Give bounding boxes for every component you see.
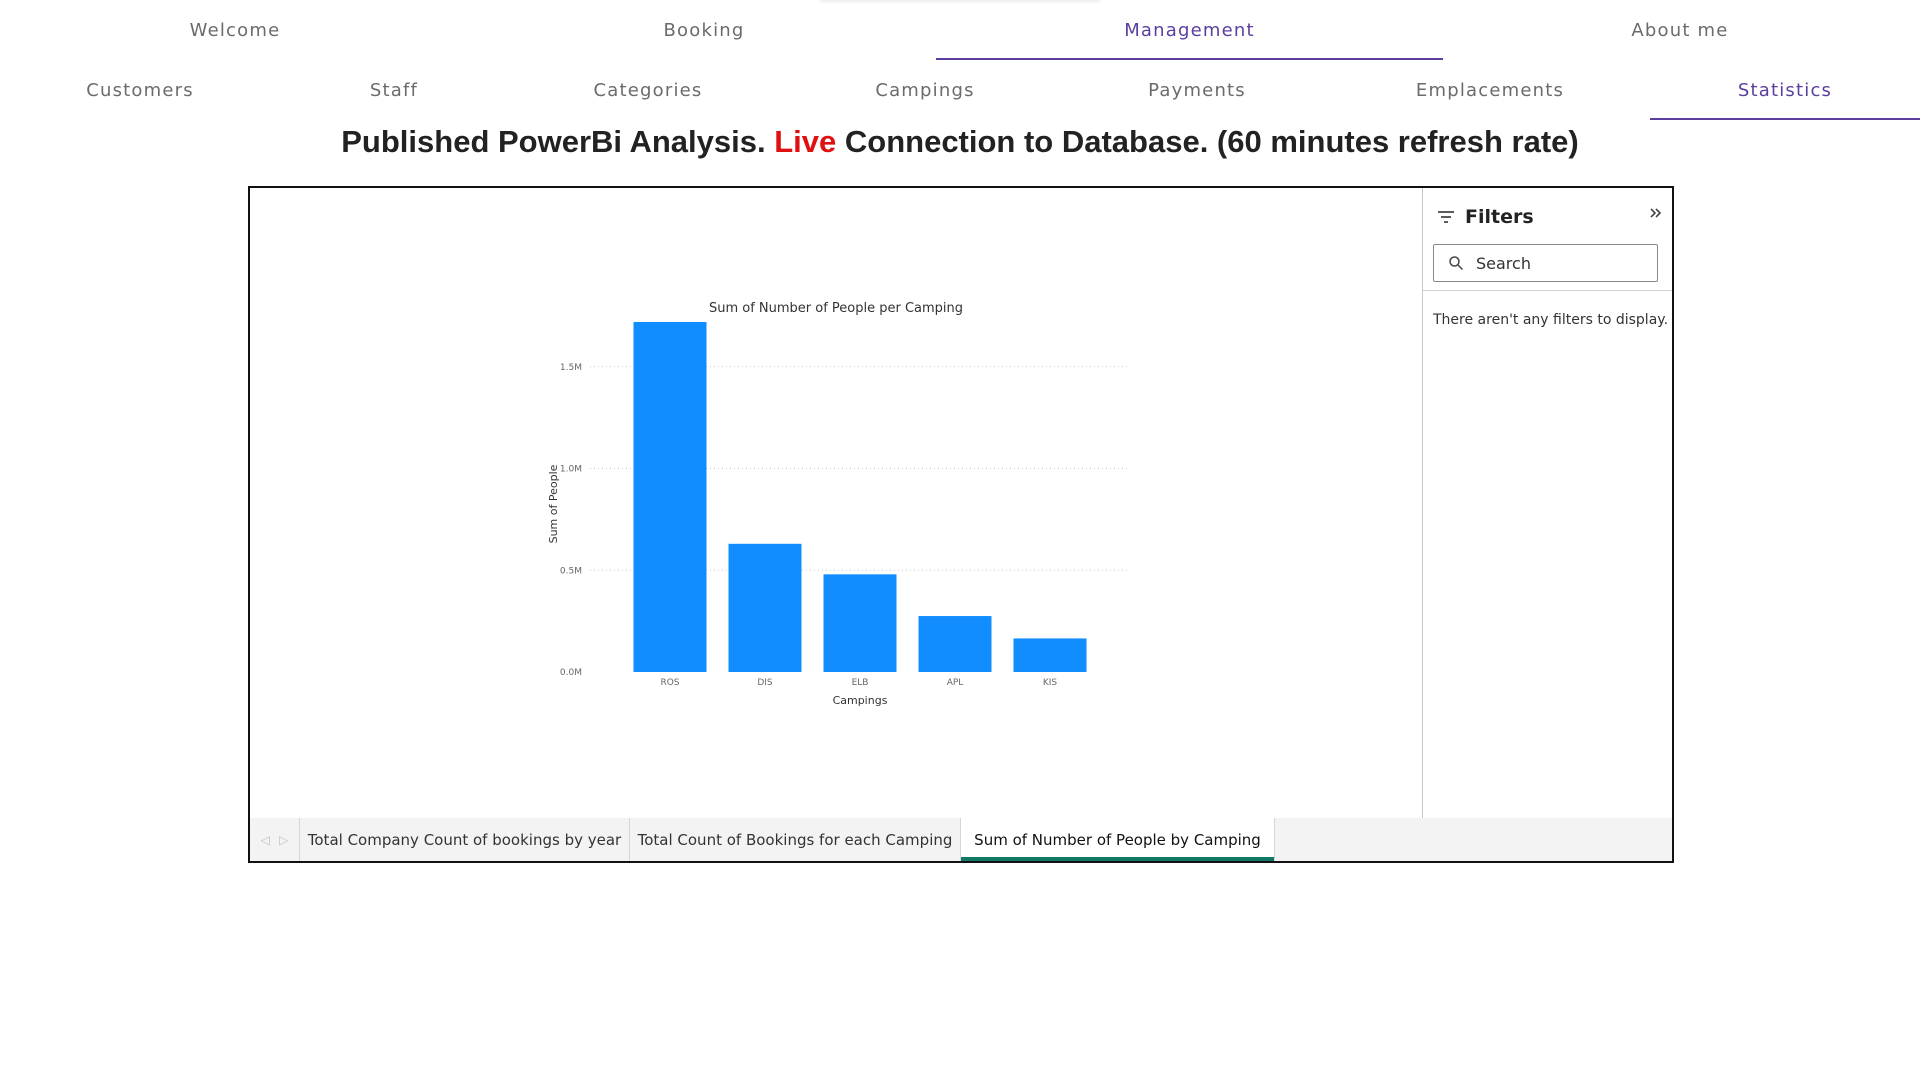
filters-search-box[interactable] — [1433, 244, 1658, 282]
bar-kis[interactable] — [1013, 638, 1087, 672]
label-layer: 0.0M 0.5M 1.0M 1.5M ROS DIS ELB APL KIS — [560, 363, 1057, 688]
filter-icon — [1438, 211, 1454, 223]
subnav-tab-staff[interactable]: Staff — [294, 60, 494, 120]
subnav-tab-categories[interactable]: Categories — [548, 60, 748, 120]
bar-layer — [633, 322, 1087, 672]
page-tab-label: Sum of Number of People by Camping — [974, 830, 1261, 849]
headline-suffix: Connection to Database. (60 minutes refr… — [836, 124, 1579, 159]
search-icon — [1449, 256, 1464, 271]
filters-title: Filters — [1465, 206, 1534, 228]
x-tick-label: ROS — [660, 678, 679, 688]
nav-tab-label: Management — [1124, 19, 1255, 41]
x-tick-label: KIS — [1043, 678, 1058, 688]
subnav-tab-label: Emplacements — [1415, 79, 1565, 101]
bar-chart[interactable]: Sum of Number of People per Camping 0.0M… — [250, 188, 1422, 818]
page-navigation: ◁ ▷ — [250, 818, 300, 861]
bar-apl[interactable] — [918, 616, 992, 672]
headline-live: Live — [774, 124, 837, 159]
page-tab-label: Total Count of Bookings for each Camping — [637, 830, 953, 849]
subnav-tab-label: Categories — [593, 79, 703, 101]
chart-title: Sum of Number of People per Camping — [709, 301, 963, 316]
subnav-tab-emplacements[interactable]: Emplacements — [1390, 60, 1590, 120]
y-tick-label: 1.0M — [560, 465, 582, 475]
subnav-tab-label: Payments — [1148, 79, 1246, 101]
nav-tab-management[interactable]: Management — [936, 0, 1443, 60]
active-tab-underline — [936, 58, 1443, 60]
double-chevron-right-icon[interactable] — [1648, 206, 1662, 225]
report-canvas: Sum of Number of People per Camping 0.0M… — [250, 188, 1422, 818]
powerbi-report-embed: Sum of Number of People per Camping 0.0M… — [248, 186, 1674, 863]
active-tab-underline — [1650, 118, 1920, 120]
page-tab-label: Total Company Count of bookings by year — [307, 830, 622, 849]
divider — [1423, 290, 1672, 291]
page-tab-bookings-per-camping[interactable]: Total Count of Bookings for each Camping — [630, 818, 961, 861]
subnav-tab-label: Campings — [875, 79, 975, 101]
management-subnav: Customers Staff Categories Campings Paym… — [0, 60, 1920, 120]
subnav-tab-statistics[interactable]: Statistics — [1650, 60, 1920, 120]
grid-layer — [590, 366, 1128, 571]
subnav-tab-campings[interactable]: Campings — [825, 60, 1025, 120]
y-tick-label: 0.0M — [560, 668, 582, 678]
filters-pane: Filters There aren't any filters to disp… — [1422, 188, 1672, 818]
bar-ros[interactable] — [633, 322, 707, 672]
next-page-icon[interactable]: ▷ — [279, 832, 289, 847]
y-tick-label: 1.5M — [560, 363, 582, 373]
subnav-tab-label: Customers — [86, 79, 194, 101]
active-page-indicator — [961, 857, 1274, 861]
x-tick-label: ELB — [852, 678, 869, 688]
x-axis-title: Campings — [833, 694, 888, 707]
report-page-tabs: ◁ ▷ Total Company Count of bookings by y… — [250, 818, 1672, 861]
y-tick-label: 0.5M — [560, 566, 582, 576]
bar-elb[interactable] — [823, 574, 897, 672]
filters-empty-message: There aren't any filters to display. — [1433, 312, 1669, 328]
bar-dis[interactable] — [728, 543, 802, 672]
previous-page-icon[interactable]: ◁ — [260, 832, 270, 847]
headline-prefix: Published PowerBi Analysis. — [341, 124, 775, 159]
subnav-tab-customers[interactable]: Customers — [40, 60, 240, 120]
subnav-tab-label: Staff — [369, 79, 419, 101]
nav-tab-label: Welcome — [189, 19, 281, 41]
nav-tab-booking[interactable]: Booking — [564, 0, 844, 60]
page-tab-people-by-camping[interactable]: Sum of Number of People by Camping — [961, 818, 1275, 861]
page-headline: Published PowerBi Analysis. Live Connect… — [0, 124, 1920, 160]
y-axis-title: Sum of People — [547, 464, 560, 543]
nav-tab-about-me[interactable]: About me — [1540, 0, 1820, 60]
filters-header: Filters — [1437, 202, 1662, 232]
main-nav: Welcome Booking Management About me — [0, 0, 1920, 60]
nav-tab-welcome[interactable]: Welcome — [95, 0, 375, 60]
subnav-tab-payments[interactable]: Payments — [1097, 60, 1297, 120]
top-shadow — [820, 0, 1100, 4]
filters-search-input[interactable] — [1476, 253, 1646, 273]
x-tick-label: APL — [947, 678, 964, 688]
subnav-tab-label: Statistics — [1737, 79, 1833, 101]
page-tab-bookings-by-year[interactable]: Total Company Count of bookings by year — [300, 818, 630, 861]
nav-tab-label: About me — [1631, 19, 1729, 41]
x-tick-label: DIS — [757, 678, 773, 688]
nav-tab-label: Booking — [663, 19, 745, 41]
